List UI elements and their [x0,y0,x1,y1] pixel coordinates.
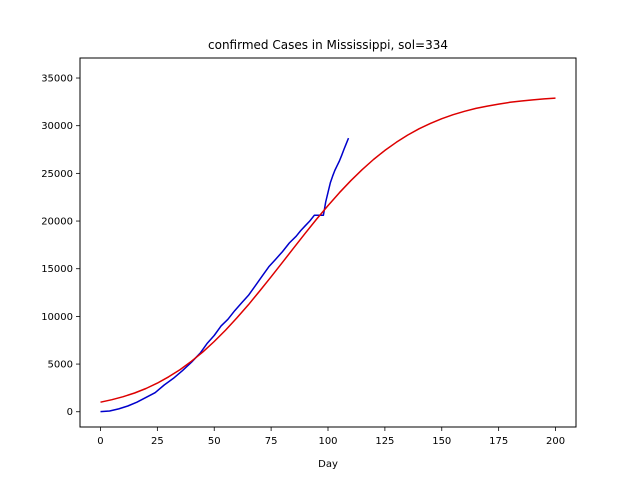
x-tick-label: 0 [97,436,103,447]
x-tick-label: 100 [318,436,337,447]
x-tick-label: 125 [375,436,394,447]
x-tick-label: 175 [489,436,508,447]
y-tick-label: 30000 [41,121,73,132]
chart-title: confirmed Cases in Mississippi, sol=334 [208,38,448,52]
series-layer [100,97,556,413]
y-tick-label: 0 [67,407,73,418]
y-tick-label: 15000 [41,264,73,275]
y-tick-label: 20000 [41,217,73,228]
x-axis-label: Day [318,459,338,470]
ticks-layer: 0 25 50 75 100 125 150 175 200 0 5000 10000 15000 200… [41,74,565,447]
x-tick-label: 25 [151,436,164,447]
y-tick-label: 5000 [48,360,73,371]
x-tick-label: 50 [208,436,221,447]
x-tick-label: 75 [265,436,278,447]
plot-frame [79,57,577,428]
series-line-1 [100,97,556,403]
series-line-0 [100,137,350,413]
x-tick-label: 150 [432,436,451,447]
y-tick-label: 25000 [41,169,73,180]
y-tick-label: 10000 [41,312,73,323]
x-tick-label: 200 [546,436,565,447]
y-tick-label: 35000 [41,74,73,85]
